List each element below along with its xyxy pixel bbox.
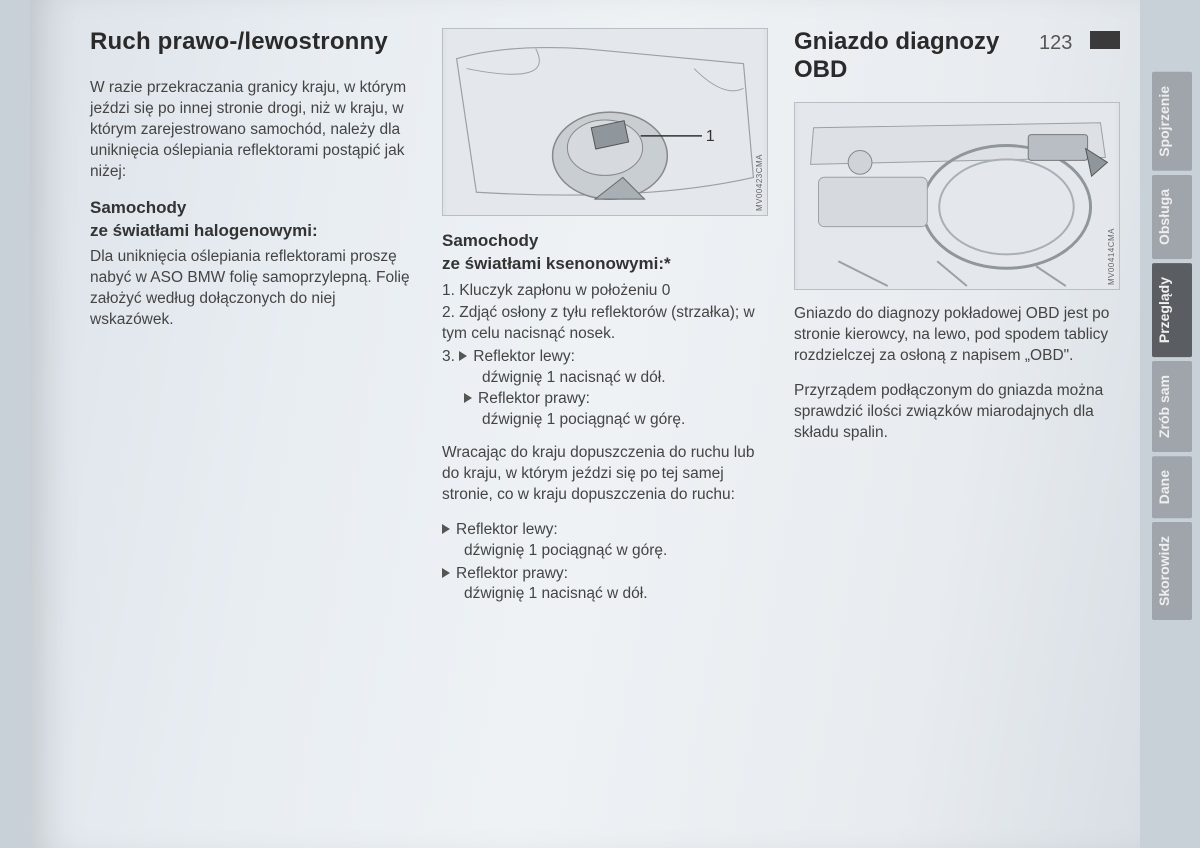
step-1: 1. Kluczyk zapłonu w położeniu 0: [442, 281, 768, 302]
intro-text: W razie przekraczania granicy kraju, w k…: [90, 78, 416, 183]
column-right: Gniazdo diagnozy OBD 123: [794, 28, 1120, 607]
triangle-icon: [442, 568, 450, 578]
step-3: 3. Reflektor lewy: dźwignię 1 nacisnąć w…: [442, 347, 768, 431]
subhead-halogen-2: ze światłami halogenowymi:: [90, 220, 416, 241]
figure2-caption: MV00414CMA: [1107, 228, 1116, 285]
side-tabs: Spojrzenie Obsługa Przeglądy Zrób sam Da…: [1152, 72, 1192, 620]
title-right-wrap: Gniazdo diagnozy OBD 123: [794, 28, 1120, 84]
tab-obsluga[interactable]: Obsługa: [1152, 175, 1192, 259]
subhead-xenon-1: Samochody: [442, 230, 768, 251]
tab-dane[interactable]: Dane: [1152, 456, 1192, 518]
title-obd: Gniazdo diagnozy OBD: [794, 28, 1025, 84]
obd-diagram: [795, 103, 1119, 289]
subhead-halogen-1: Samochody: [90, 197, 416, 218]
halogen-text: Dla uniknięcia oślepiania reflektorami p…: [90, 247, 416, 331]
page-marker: [1090, 31, 1120, 49]
tab-skorowidz[interactable]: Skorowidz: [1152, 522, 1192, 620]
subhead-xenon-2: ze światłami ksenonowymi:*: [442, 253, 768, 274]
title-traffic: Ruch prawo-/lewostronny: [90, 28, 416, 56]
figure-obd: MV00414CMA: [794, 102, 1120, 290]
step-2: 2. Zdjąć osłony z tyłu reflektorów (strz…: [442, 303, 768, 345]
return-steps: Reflektor lewy: dźwignię 1 pociągnąć w g…: [442, 520, 768, 606]
callout-1-label: 1: [706, 128, 715, 145]
obd-para2: Przyrządem podłączonym do gniazda można …: [794, 381, 1120, 444]
content-columns: Ruch prawo-/lewostronny W razie przekrac…: [90, 28, 1120, 607]
figure-headlamp: 1 MV00423CMA: [442, 28, 768, 216]
triangle-icon: [459, 351, 467, 361]
column-left: Ruch prawo-/lewostronny W razie przekrac…: [90, 28, 416, 607]
tab-spojrzenie[interactable]: Spojrzenie: [1152, 72, 1192, 171]
obd-para1: Gniazdo do diagnozy pokładowej OBD jest …: [794, 304, 1120, 367]
figure1-caption: MV00423CMA: [755, 154, 764, 211]
return-text: Wracając do kraju dopuszczenia do ruchu …: [442, 443, 768, 506]
xenon-steps: 1. Kluczyk zapłonu w położeniu 0 2. Zdją…: [442, 281, 768, 431]
tab-zrob-sam[interactable]: Zrób sam: [1152, 361, 1192, 452]
column-middle: 1 MV00423CMA Samochody ze światłami ksen…: [442, 28, 768, 607]
page-number: 123: [1039, 32, 1072, 55]
triangle-icon: [442, 524, 450, 534]
triangle-icon: [464, 393, 472, 403]
headlamp-diagram: 1: [443, 29, 767, 215]
manual-page: Ruch prawo-/lewostronny W razie przekrac…: [30, 0, 1140, 848]
tab-przeglady[interactable]: Przeglądy: [1152, 263, 1192, 357]
